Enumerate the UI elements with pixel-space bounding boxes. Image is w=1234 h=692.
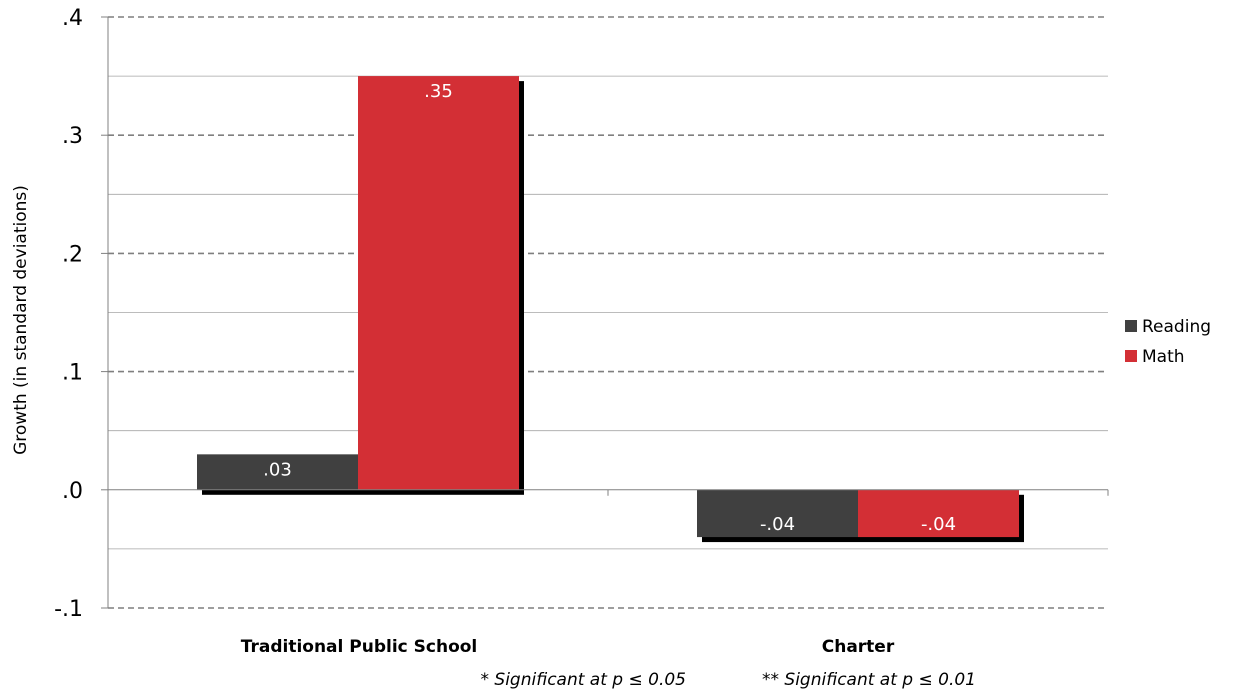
- bars: [197, 76, 1024, 543]
- gridlines: [108, 16, 1108, 609]
- footnote-significant-005: * Significant at p ≤ 0.05: [481, 670, 686, 690]
- legend-swatch-math: [1125, 350, 1137, 362]
- y-tick-label: .2: [62, 242, 83, 267]
- y-tick-label: .3: [62, 124, 83, 149]
- bar-reading-charter: [697, 489, 858, 538]
- y-tick-label: .4: [62, 6, 83, 31]
- data-label-math-charter: -.04: [921, 514, 956, 535]
- zero-axis: [107, 489, 1109, 496]
- category-label-charter: Charter: [822, 637, 895, 657]
- legend-label-math: Math: [1142, 347, 1185, 367]
- legend-swatch-reading: [1125, 320, 1137, 332]
- y-tick-label: .1: [62, 361, 83, 386]
- y-tick-label: .0: [62, 479, 83, 504]
- y-axis-title: Growth (in standard deviations): [11, 185, 31, 455]
- legend-label-reading: Reading: [1142, 317, 1211, 337]
- category-label-traditional-public-school: Traditional Public School: [241, 637, 478, 657]
- y-ticks: -.1 .0 .1 .2 .3 .4: [54, 6, 108, 622]
- data-labels: .03 .35 -.04 -.04: [263, 81, 956, 535]
- bar-math-traditional-public-school: [358, 76, 519, 490]
- bar-reading-traditional-public-school: [197, 454, 358, 490]
- y-tick-label: -.1: [54, 597, 83, 622]
- bar-math-charter: [858, 489, 1019, 538]
- data-label-reading-traditional-public-school: .03: [263, 459, 292, 480]
- footnote-significant-001: ** Significant at p ≤ 0.01: [762, 670, 976, 690]
- data-label-math-traditional-public-school: .35: [424, 81, 453, 102]
- legend: Reading Math: [1125, 317, 1211, 367]
- data-label-reading-charter: -.04: [760, 514, 795, 535]
